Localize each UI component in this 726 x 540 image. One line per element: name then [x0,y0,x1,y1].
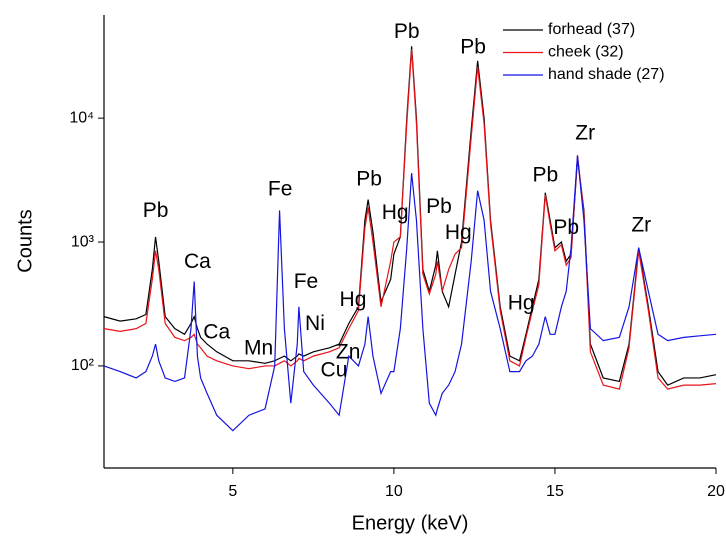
spectrum-line [103,155,717,432]
legend-label: hand shade (27) [548,66,665,83]
peak-label: Fe [294,270,319,293]
peak-label: Pb [394,20,420,43]
peak-label: Mn [244,337,273,360]
y-axis-label: Counts [14,209,36,272]
legend-label: cheek (32) [548,44,624,61]
peak-label: Fe [268,178,293,201]
x-axis-label: Energy (keV) [352,512,469,534]
spectrum-line [103,46,717,386]
peak-label: Cu [321,359,348,382]
peak-label: Hg [445,221,472,244]
peak-label: Zn [336,341,361,364]
peak-label: Ni [305,312,325,335]
peak-label: Pb [553,216,579,239]
peak-label: Hg [340,288,367,311]
legend-label: forhead (37) [548,21,635,38]
x-tick-label: 20 [707,483,725,500]
spectrum-line [103,49,717,390]
y-tick-label: 10² [71,357,95,374]
peak-label: Hg [508,292,535,315]
peak-label: Ca [203,321,230,344]
x-tick-label: 10 [385,483,403,500]
peak-label: Pb [460,35,486,58]
peak-label: Ca [184,250,211,273]
peak-label: Pb [532,164,558,187]
y-tick-label: 10³ [71,233,95,250]
y-tick-label: 10⁴ [69,109,94,126]
peak-label: Zr [575,122,595,145]
peak-label: Pb [143,199,169,222]
peak-label: Zr [631,213,651,236]
peak-label: Hg [382,201,409,224]
x-tick-label: 15 [546,483,564,500]
x-tick-label: 5 [228,483,237,500]
peak-label: Pb [356,168,382,191]
peak-label: Pb [426,195,452,218]
